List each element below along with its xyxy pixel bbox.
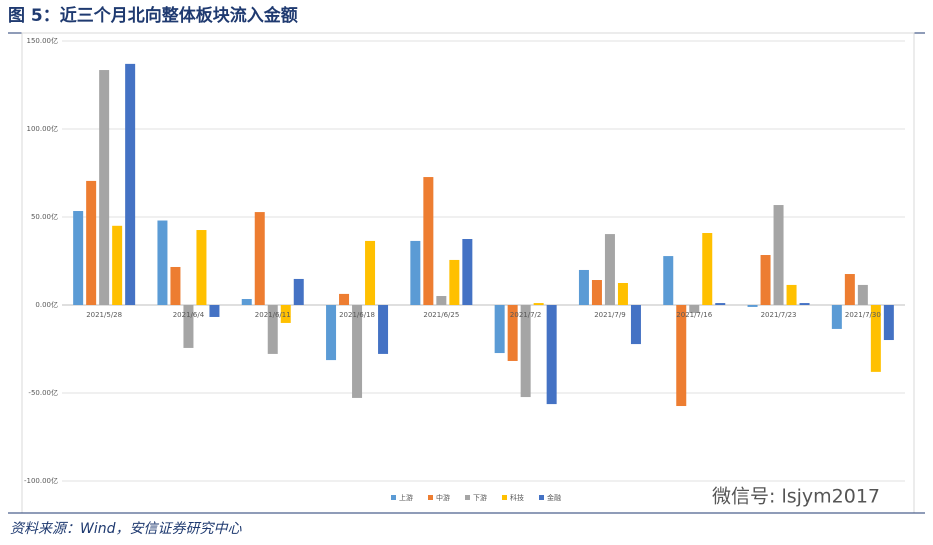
bar [423,177,434,305]
y-tick-label: -50.00亿 [28,388,58,397]
bar [578,269,589,305]
bar [546,305,557,405]
plot: -100.00亿 -50.00亿 0.00亿 50.00亿 100.00亿 150.00亿… [24,36,905,502]
bar [604,234,615,305]
bar [663,256,674,305]
bar [507,305,518,361]
bar [786,284,797,305]
bar [183,305,194,348]
legend-swatch [539,495,544,500]
bar [112,225,123,305]
bar [494,305,505,354]
y-tick-label: 100.00亿 [27,124,59,133]
bar [844,274,855,305]
bar [630,305,641,345]
bar [883,305,894,341]
x-tick-label: 2021/6/4 [173,311,205,319]
bar [747,305,758,307]
legend-label: 科技 [510,493,524,502]
y-tick-label: 150.00亿 [27,36,59,45]
bar [436,296,447,305]
bar [365,240,376,305]
figure-title: 图 5：近三个月北向整体板块流入金额 [8,5,298,26]
bar [99,70,110,305]
bar [293,278,304,305]
x-tick-label: 2021/6/25 [423,311,459,319]
x-tick-label: 2021/7/2 [510,311,541,319]
bar [339,293,350,305]
bar [267,305,278,354]
legend-swatch [465,495,470,500]
bar [241,299,252,305]
bar [689,305,700,313]
bar [591,280,602,305]
bar [702,233,713,305]
bar [715,303,726,305]
legend-swatch [502,495,507,500]
x-tick-label: 2021/7/30 [845,311,881,319]
x-tick-label: 2021/6/11 [255,311,291,319]
y-tick-label: 50.00亿 [31,212,58,221]
bar [857,284,868,305]
x-tick-label: 2021/7/16 [676,311,712,319]
bar [410,240,421,305]
bar [280,305,291,323]
bar [326,305,337,361]
bar [533,303,544,305]
bar [676,305,687,407]
y-tick-label: -100.00亿 [24,476,58,485]
bar [520,305,531,398]
x-tick-label: 2021/7/9 [594,311,625,319]
legend-swatch [391,495,396,500]
bar [196,230,207,305]
bar [86,180,97,305]
bar [449,259,460,305]
x-tick-label: 2021/6/18 [339,311,375,319]
legend-label: 下游 [473,493,487,502]
bar [254,212,265,305]
legend-label: 中游 [436,493,450,502]
bar [209,305,220,317]
watermark: 微信号: lsjym2017 [712,486,880,508]
bar [170,266,181,305]
bar [831,305,842,329]
x-tick-label: 2021/5/28 [86,311,122,319]
legend-swatch [428,495,433,500]
bar [617,283,628,305]
bar [773,205,784,305]
source-note: 资料来源：Wind，安信证券研究中心 [10,521,242,537]
bar [157,220,168,305]
bar [352,305,363,398]
bar [378,305,389,354]
bar [73,211,84,305]
bar [462,239,473,305]
legend-label: 金融 [547,493,561,502]
x-tick-label: 2021/7/23 [761,311,797,319]
bar [799,303,810,305]
bar [870,305,881,372]
bar [125,63,136,305]
y-tick-label: 0.00亿 [35,300,58,309]
bar [760,255,771,305]
legend-label: 上游 [399,493,413,502]
